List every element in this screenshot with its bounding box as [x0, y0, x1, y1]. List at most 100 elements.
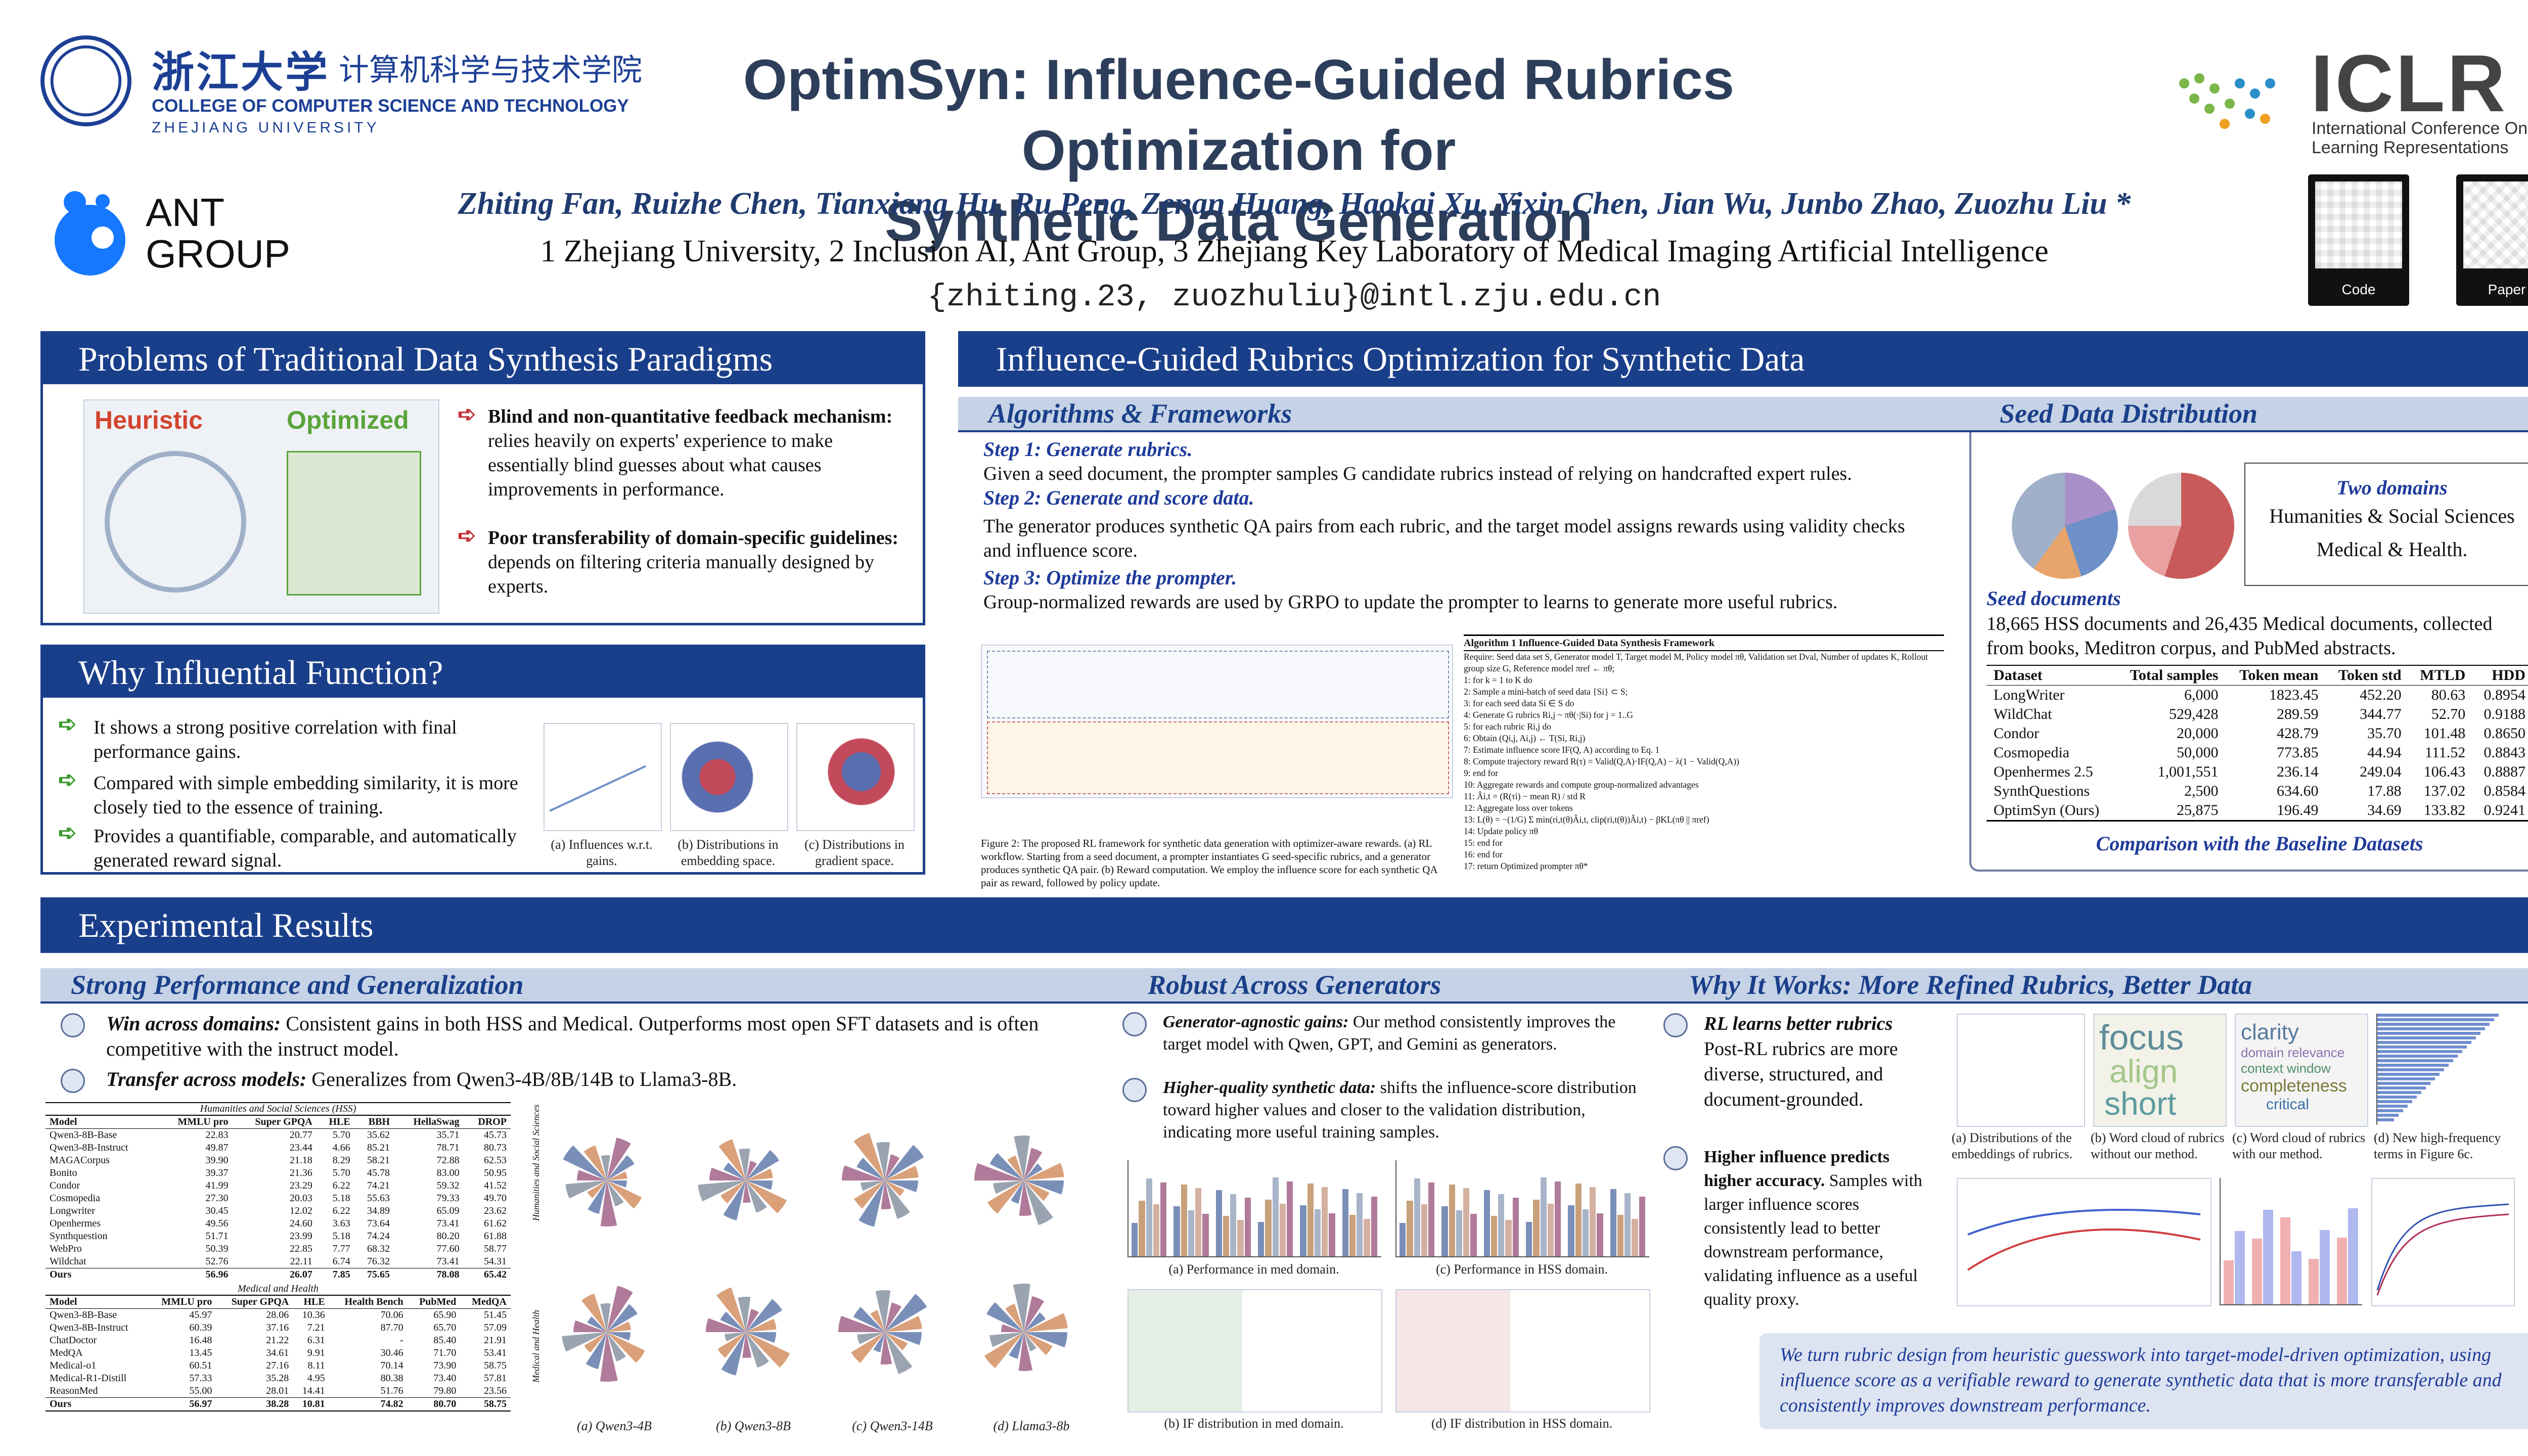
radar-segment: [1024, 1332, 1067, 1348]
table-header: MTLD: [2408, 665, 2473, 686]
table-row: ChatDoctor 16.48 21.22 6.31 - 85.40 21.91: [46, 1334, 511, 1347]
radar-segment: [853, 1307, 885, 1332]
algorithm-line: 10: Aggregate rewards and compute group-…: [1464, 780, 1699, 790]
why-1-body: Post-RL rubrics are more diverse, struct…: [1704, 1038, 1898, 1110]
table-cell: 50.95: [484, 1167, 507, 1178]
table-header: Token std: [2325, 665, 2409, 686]
radar-segment: [721, 1332, 746, 1376]
bar: [1483, 1190, 1490, 1256]
method-section: Influence-Guided Rubrics Optimization fo…: [958, 331, 2528, 889]
qr-code-image[interactable]: [2315, 181, 2402, 268]
table-cell: 106.43: [2423, 763, 2466, 780]
bar: [1265, 1199, 1272, 1256]
wordcloud-word-context: context window: [2241, 1061, 2331, 1076]
wordcloud-word-domain: domain relevance: [2241, 1045, 2345, 1060]
table-header: Token mean: [2225, 665, 2326, 686]
table-cell: Bonito: [50, 1167, 77, 1178]
table-header: MMLU pro: [147, 1295, 216, 1309]
table-row: Openhermes 49.56 24.60 3.63 73.64 73.41 61.62: [46, 1217, 511, 1230]
table-cell: Ours: [46, 1268, 157, 1281]
radar-segment: [746, 1332, 770, 1368]
algorithm-line: 3: for each seed data Si ∈ S do: [1464, 698, 1574, 708]
reward-computation-panel: [987, 721, 1449, 794]
table-header: MMLU pro: [157, 1115, 233, 1129]
table-row: Condor 41.99 23.29 6.22 74.21 59.32 41.52: [46, 1179, 511, 1192]
bar: [1202, 1214, 1209, 1256]
radar-segment: [876, 1142, 890, 1180]
step-1-label: Step 1: Generate rubrics.: [983, 438, 1193, 461]
table-cell: 79.80: [433, 1385, 457, 1396]
table-cell: MedQA: [50, 1347, 83, 1358]
radar-side-label-med: Medical and Health: [531, 1310, 541, 1383]
problem-2-body: depends on filtering criteria manually d…: [488, 552, 874, 597]
table-cell: 21.36: [289, 1167, 312, 1178]
table-cell: 50,000: [2176, 744, 2219, 761]
robust-1-head: Generator-agnostic gains:: [1163, 1013, 1349, 1031]
table-header: PubMed: [407, 1295, 461, 1309]
arrow-icon: ➪: [58, 767, 77, 792]
table-row: LongWriter 6,000 1823.45 452.20 80.63 0.8954: [1987, 686, 2528, 705]
influential-caption-c: (c) Distributions in gradient space.: [804, 837, 905, 868]
bar: [1414, 1178, 1420, 1256]
table-cell: 133.82: [2408, 801, 2473, 822]
bar: [1407, 1200, 1413, 1256]
robust-bar-chart-hss: [1395, 1160, 1649, 1257]
table-cell: 27.30: [205, 1193, 229, 1204]
table-cell: 75.65: [354, 1268, 394, 1281]
radar-segment: [989, 1153, 1024, 1180]
radar-segment: [1024, 1296, 1045, 1332]
bar: [2377, 1073, 2440, 1076]
radar-chart: [984, 1284, 1068, 1371]
table-cell: 65.70: [433, 1322, 457, 1333]
radar-segment: [607, 1322, 631, 1332]
table-cell: 44.94: [2367, 744, 2402, 761]
influential-caption-a: (a) Influences w.r.t. gains.: [551, 837, 653, 868]
algorithm-line: 16: end for: [1464, 849, 1503, 859]
algorithm-line: 4: Generate G rubrics Ri,j ~ πθ(·|Si) fo…: [1464, 710, 1634, 720]
robust-caption-c: (c) Performance in HSS domain.: [1435, 1262, 1608, 1277]
arrow-icon: ➪: [58, 712, 77, 737]
table-cell: 50.39: [205, 1243, 229, 1254]
radar-segment: [861, 1180, 885, 1191]
radar-segment: [585, 1332, 607, 1370]
algorithms-title: Algorithms & Frameworks: [958, 397, 1974, 432]
authors: Zhiting Fan, Ruizhe Chen, Tianxiang Hu, …: [458, 187, 2131, 221]
table-cell: 73.41: [436, 1256, 460, 1267]
table-header: Health Bench: [329, 1295, 408, 1309]
table-cell: 6.31: [307, 1335, 325, 1346]
radar-chart: [698, 1139, 787, 1220]
table-cell: 45.78: [367, 1167, 390, 1178]
table-cell: 30.46: [380, 1347, 403, 1358]
radar-segment: [581, 1293, 607, 1332]
radar-caption-d: (d) Llama3-8b: [993, 1419, 1070, 1433]
table-header: MedQA: [460, 1295, 511, 1309]
influential-item-3: ➪ Provides a quantifiable, comparable, a…: [58, 821, 528, 873]
qr-paper-block[interactable]: Paper: [2456, 174, 2528, 306]
radar-segment: [885, 1332, 922, 1345]
table-cell: 24.60: [289, 1218, 312, 1229]
table-row: Ours 56.96 26.07 7.85 75.65 78.08 65.42: [46, 1268, 511, 1281]
table-cell: 7.85: [316, 1268, 354, 1281]
algorithm-lines: Require: Seed data set S, Generator mode…: [1464, 651, 1944, 872]
table-cell: WildChat: [1994, 706, 2052, 722]
table-cell: 49.56: [205, 1218, 229, 1229]
table-cell: WebPro: [50, 1243, 82, 1254]
table-cell: 773.85: [2277, 744, 2319, 761]
ant-icon: [55, 191, 125, 276]
qr-paper-image[interactable]: [2463, 181, 2528, 268]
accuracy-bar-chart: [2220, 1178, 2362, 1305]
table-cell: 28.06: [266, 1309, 289, 1321]
robust-item-2: Higher-quality synthetic data: shifts th…: [1122, 1077, 1643, 1144]
bar: [1139, 1200, 1145, 1256]
why-caption-a: (a) Distributions of the embeddings of r…: [1952, 1130, 2073, 1161]
radar-segment: [885, 1145, 924, 1180]
bar: [2291, 1251, 2301, 1304]
table-cell: 26.07: [232, 1268, 317, 1281]
radar-caption-a: (a) Qwen3-4B: [576, 1419, 652, 1433]
qr-code-block[interactable]: Code: [2308, 174, 2409, 306]
table-cell: 70.06: [380, 1309, 403, 1321]
table-cell: 34.89: [367, 1205, 390, 1216]
bar: [1449, 1184, 1455, 1256]
radar-segment: [607, 1304, 638, 1332]
strong-1-body: Consistent gains in both HSS and Medical…: [106, 1012, 1039, 1060]
